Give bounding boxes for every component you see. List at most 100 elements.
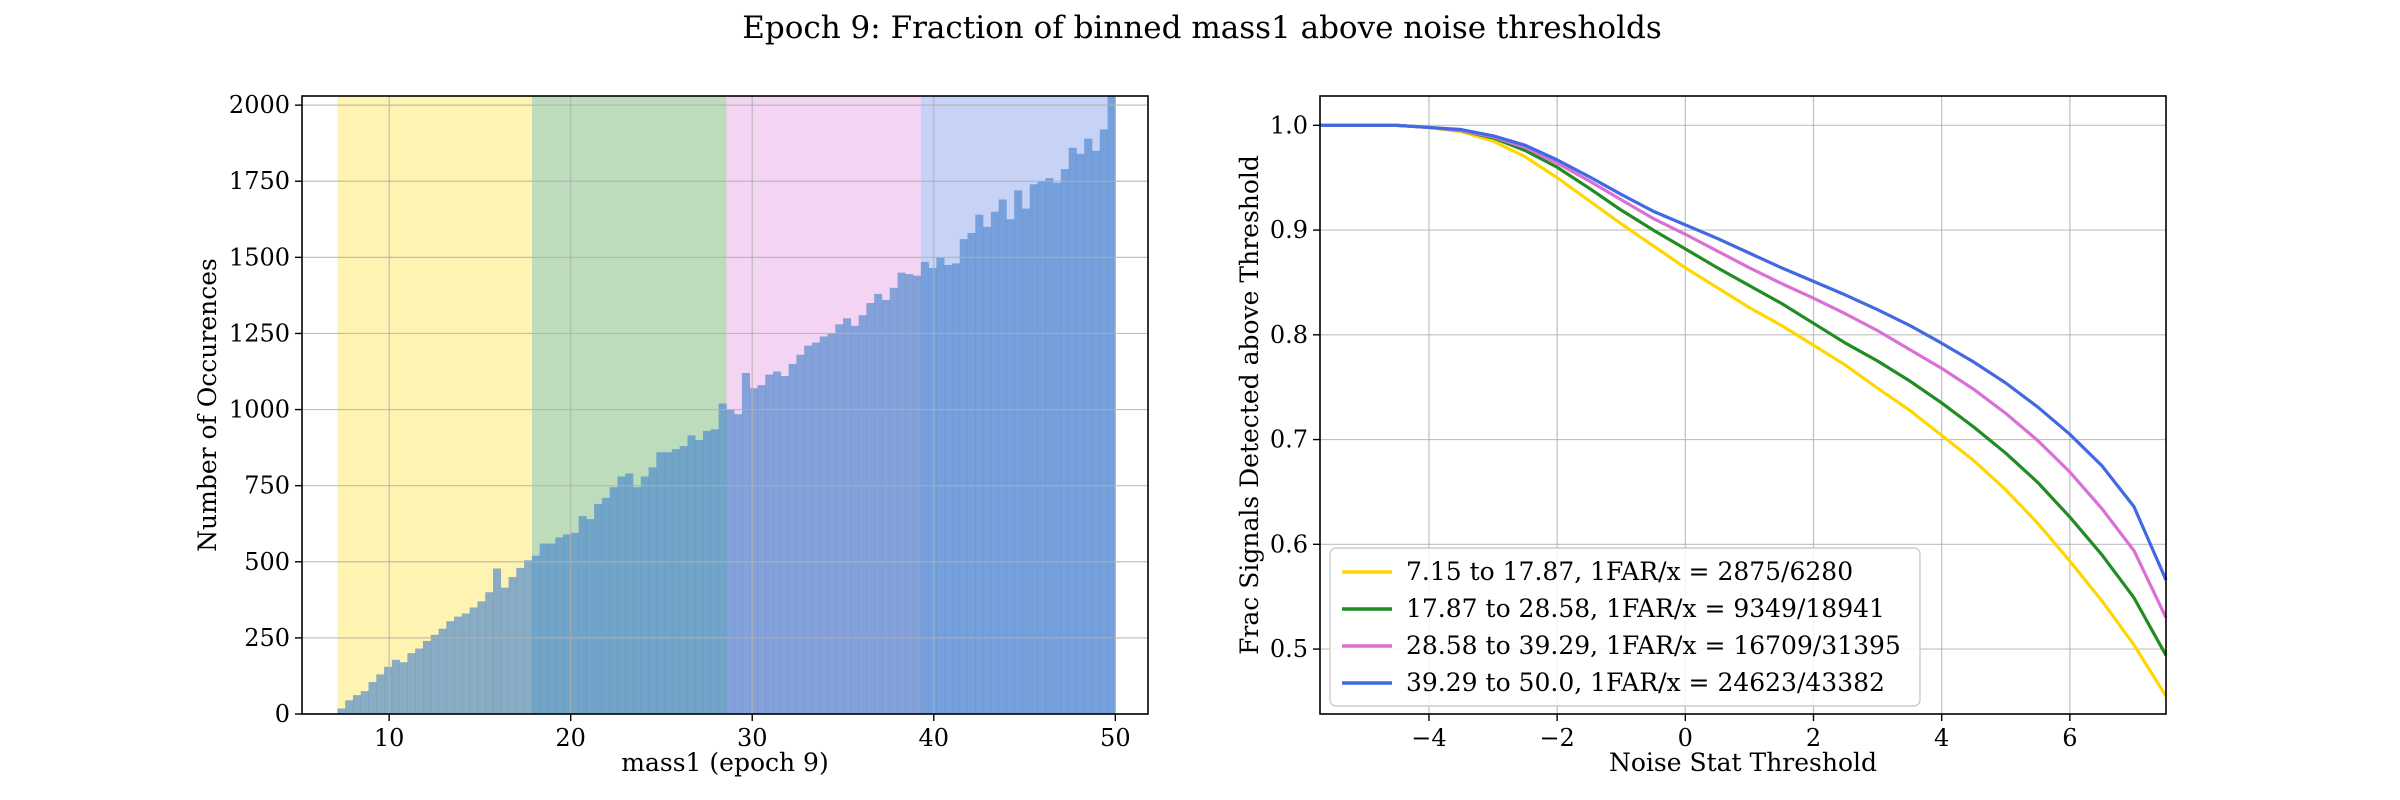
histogram-bar <box>913 275 922 714</box>
histogram-bar <box>477 601 486 714</box>
histogram-x-axis-label: mass1 (epoch 9) <box>621 748 828 777</box>
line-chart-frame <box>1319 95 2167 715</box>
legend-label-1: 7.15 to 17.87, 1FAR/x = 2875/6280 <box>1406 557 1853 586</box>
histogram-bar <box>485 592 494 714</box>
histogram-bar <box>500 587 509 714</box>
histogram-x-tick-label: 20 <box>555 724 586 752</box>
histogram-bar <box>671 449 680 714</box>
histogram-bar <box>695 440 704 714</box>
histogram-y-axis-label: Number of Occurences <box>193 258 222 552</box>
histogram-bar <box>1076 153 1085 715</box>
series-line-4 <box>1320 123 2168 581</box>
histogram-bar <box>874 293 883 714</box>
histogram-bar <box>570 532 579 714</box>
histogram-bar <box>866 303 875 714</box>
histogram-bar <box>578 516 587 714</box>
line-chart-panel: −4 −2 0 2 4 6 0.5 0.6 0.7 0.8 0.9 1.0 Noise Stat Th… <box>1235 95 2168 777</box>
histogram-bar <box>562 534 572 714</box>
histogram-bar <box>858 315 867 714</box>
histogram-bar <box>492 568 502 714</box>
histogram-bar <box>811 342 821 714</box>
histogram-bar <box>998 199 1007 714</box>
histogram-grid <box>302 96 1148 715</box>
histogram-bar <box>889 287 898 714</box>
histogram-bar <box>531 555 540 714</box>
histogram-bar <box>804 345 813 714</box>
figure-title: Epoch 9: Fraction of binned mass1 above … <box>742 10 1662 46</box>
line-chart-x-tick-label: 2 <box>1806 724 1821 752</box>
histogram-bar <box>609 487 618 714</box>
line-chart-series <box>1320 123 2168 698</box>
histogram-panel: 10 20 30 40 50025050075010001250150017502000… <box>193 91 1149 777</box>
histogram-bar <box>384 666 393 714</box>
legend-label-4: 39.29 to 50.0, 1FAR/x = 24623/43382 <box>1406 668 1885 697</box>
histogram-bar <box>352 695 362 714</box>
line-chart-grid <box>1320 96 2166 714</box>
line-chart-x-tick-label: 4 <box>1934 724 1949 752</box>
line-chart-x-tick-label: 6 <box>2062 724 2077 752</box>
histogram-bar <box>438 628 447 714</box>
histogram-bar <box>594 503 603 714</box>
histogram-bar <box>1053 182 1062 714</box>
histogram-y-tick-label: 250 <box>244 624 290 652</box>
histogram-bar <box>633 487 642 714</box>
histogram-bar <box>508 577 517 714</box>
histogram-x-tick-label: 50 <box>1100 724 1131 752</box>
histogram-bar <box>780 376 789 714</box>
histogram-bar <box>664 452 673 714</box>
histogram-bar <box>555 537 564 714</box>
histogram-y-tick-label: 1500 <box>229 243 290 271</box>
histogram-x-tick-label: 40 <box>919 724 950 752</box>
histogram-y-tick-label: 0 <box>275 700 290 728</box>
histogram-bar <box>547 543 556 714</box>
line-chart-x-axis-label: Noise Stat Threshold <box>1609 748 1877 777</box>
line-chart-y-axis-label: Frac Signals Detected above Threshold <box>1235 155 1264 655</box>
histogram-bar <box>454 616 463 714</box>
histogram-bar <box>648 467 657 714</box>
histogram-bar <box>516 567 525 714</box>
histogram-bar <box>788 363 797 714</box>
histogram-bar <box>827 333 836 714</box>
legend-box <box>1329 547 1921 707</box>
histogram-bar <box>850 325 859 714</box>
histogram-bar <box>1021 208 1031 715</box>
histogram-bar <box>656 452 665 714</box>
line-chart-legend: 7.15 to 17.87, 1FAR/x = 2875/6280 17.87 t… <box>1329 547 1921 707</box>
histogram-bar <box>360 691 369 714</box>
histogram-x-tick-label: 30 <box>737 724 768 752</box>
histogram-bar <box>967 232 976 715</box>
histogram-bar <box>1099 129 1108 715</box>
histogram-bar <box>718 403 727 714</box>
histogram-bar <box>897 272 906 714</box>
histogram-bar <box>819 336 828 714</box>
histogram-bar <box>990 211 999 714</box>
line-chart-x-tick-label: 0 <box>1678 724 1693 752</box>
histogram-bar <box>625 473 634 714</box>
histogram-bar <box>944 264 953 714</box>
histogram-bar <box>928 268 937 714</box>
histogram-x-tick-label: 10 <box>374 724 405 752</box>
histogram-bar <box>773 371 782 714</box>
legend-label-2: 17.87 to 28.58, 1FAR/x = 9349/18941 <box>1406 594 1885 623</box>
histogram-bar <box>687 435 696 714</box>
histogram-y-tick-label: 750 <box>244 472 290 500</box>
histogram-bar <box>1014 190 1023 714</box>
histogram-bar <box>734 414 743 714</box>
histogram-bar <box>959 239 968 714</box>
histogram-bar <box>1091 150 1101 714</box>
histogram-bar <box>469 607 478 714</box>
histogram-bar <box>1045 178 1054 715</box>
histogram-bar <box>407 653 416 714</box>
histogram-bar <box>524 560 533 714</box>
histogram-bar <box>422 640 432 714</box>
histogram-bar <box>835 324 844 714</box>
histogram-y-tick-label: 1000 <box>229 396 290 424</box>
histogram-bar <box>1037 181 1046 714</box>
histogram-y-tick-label: 1750 <box>229 167 290 195</box>
histogram-bar <box>461 613 470 714</box>
histogram-bar <box>1006 219 1015 714</box>
histogram-bar <box>617 476 626 714</box>
histogram-bar <box>881 299 891 714</box>
